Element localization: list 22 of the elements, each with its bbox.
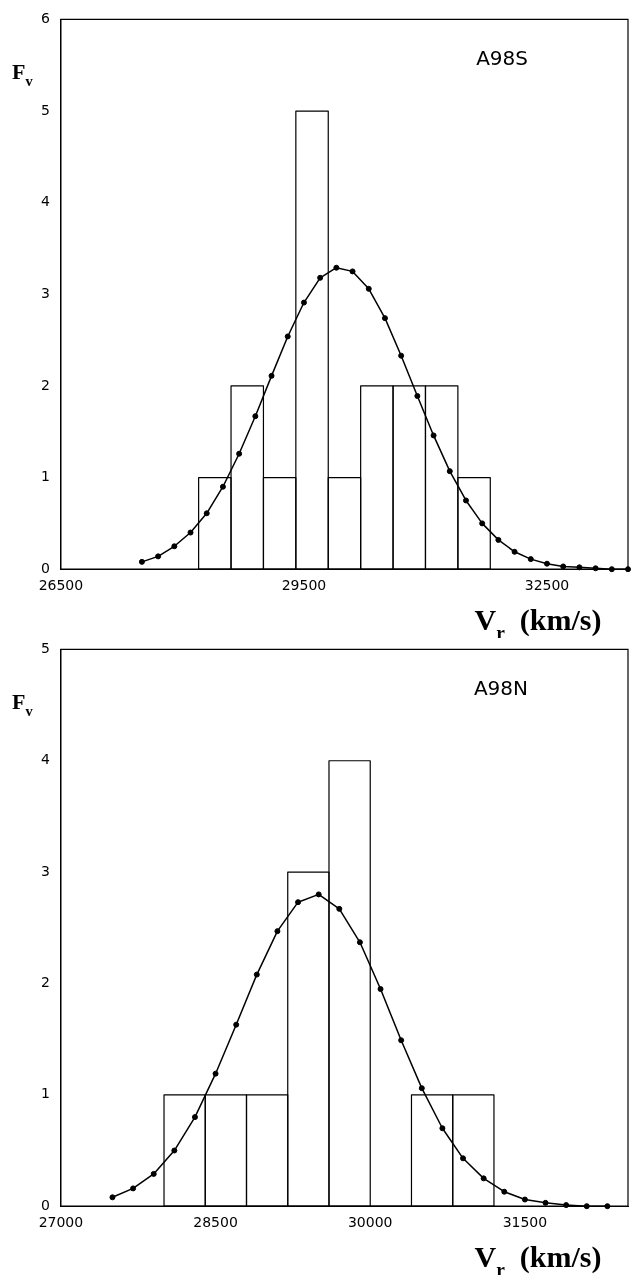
y-tick-label: 1 xyxy=(40,468,50,485)
y-tick-label: 5 xyxy=(40,640,50,657)
y-tick-label: 2 xyxy=(40,974,50,991)
y-tick-label: 4 xyxy=(40,751,50,768)
y-tick-label: 3 xyxy=(40,284,50,301)
y-tick-label: 6 xyxy=(40,10,50,27)
y-tick-label: 0 xyxy=(40,559,50,576)
y-tick-label: 5 xyxy=(40,101,50,118)
y-tick-label: 0 xyxy=(40,1196,50,1213)
x-tick-label: 31500 xyxy=(502,1214,548,1231)
y-tick-label: 4 xyxy=(40,193,50,210)
x-tick-label: 26500 xyxy=(38,577,84,594)
x-tick-label: 27000 xyxy=(38,1214,84,1231)
x-tick-label: 32500 xyxy=(524,577,570,594)
annotation: A98N xyxy=(473,675,528,700)
y-tick-label: 3 xyxy=(40,862,50,879)
y-tick-label: 2 xyxy=(40,376,50,393)
annotation: A98S xyxy=(476,45,528,70)
y-tick-label: 1 xyxy=(40,1085,50,1102)
x-tick-label: 30000 xyxy=(347,1214,393,1231)
x-tick-label: 29500 xyxy=(281,577,327,594)
x-tick-label: 28500 xyxy=(193,1214,238,1231)
